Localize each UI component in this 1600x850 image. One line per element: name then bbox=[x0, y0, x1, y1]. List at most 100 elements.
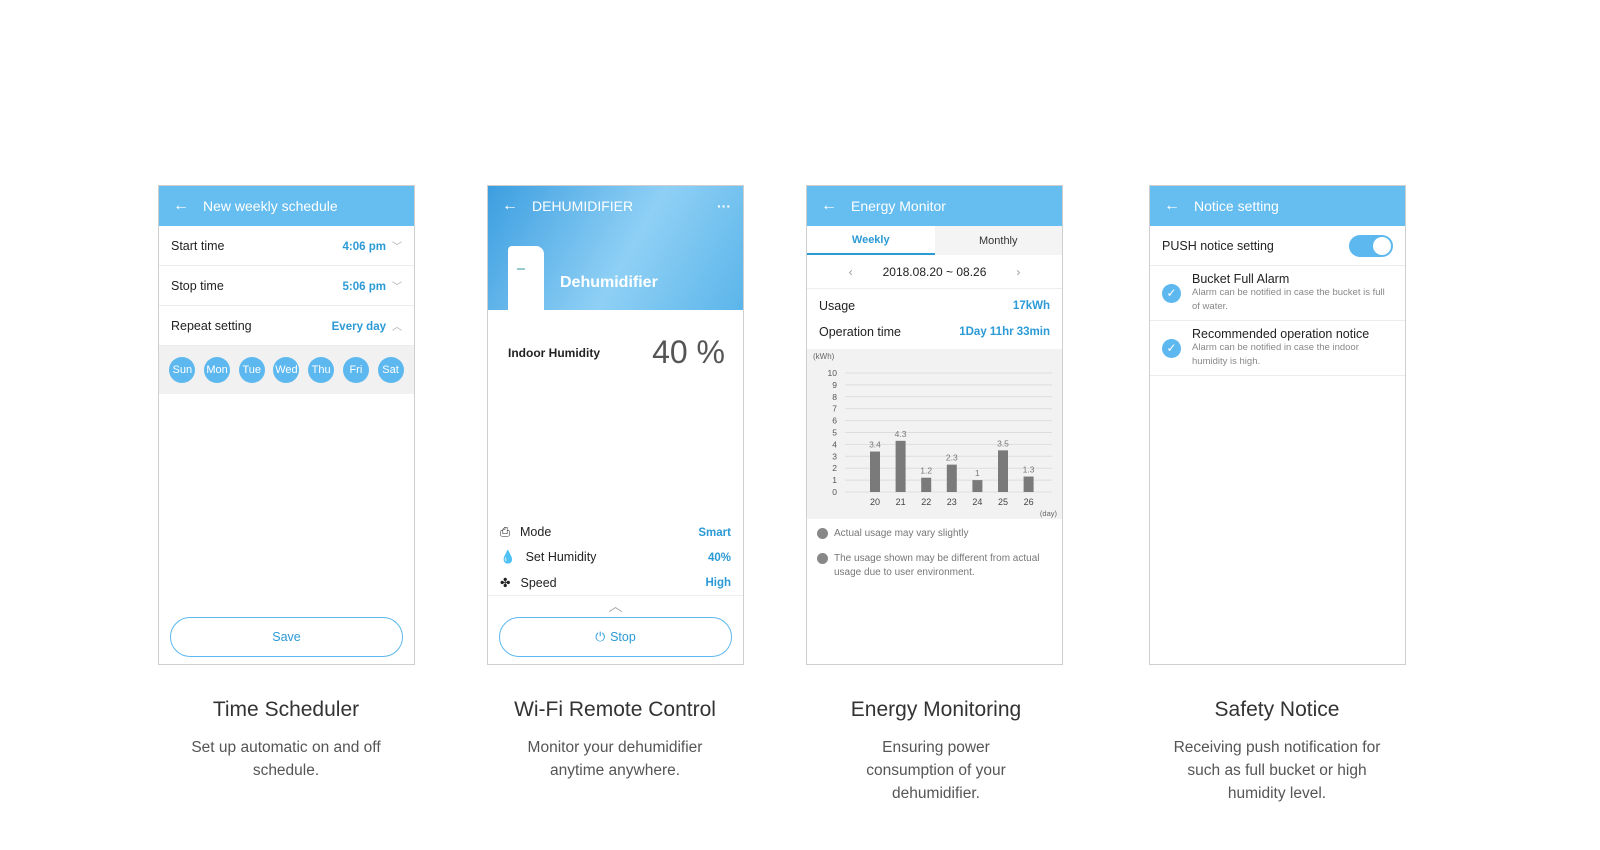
note-text: The usage shown may be different from ac… bbox=[834, 553, 1040, 578]
caption-desc: Set up automatic on and off schedule. bbox=[191, 739, 381, 779]
stop-button[interactable]: ⏻ Stop bbox=[499, 617, 732, 657]
expand-handle-icon[interactable]: ︿ bbox=[488, 595, 743, 616]
previous-week-icon[interactable]: ‹ bbox=[848, 264, 853, 279]
usage-row: Usage 17kWh bbox=[807, 293, 1062, 319]
scheduler-screen: ← New weekly schedule Start time 4:06 pm ﹀ … bbox=[158, 185, 415, 665]
set-humidity-row[interactable]: 💧 Set Humidity 40% bbox=[488, 545, 743, 570]
checkmark-icon[interactable]: ✓ bbox=[1162, 338, 1181, 358]
data-label: 2.3 bbox=[946, 453, 958, 463]
info-bubble-icon bbox=[817, 553, 828, 564]
chevron-down-icon: ﹀ bbox=[392, 282, 402, 293]
y-tick-label: 9 bbox=[832, 380, 837, 390]
checkmark-icon[interactable]: ✓ bbox=[1162, 283, 1181, 303]
bar-23 bbox=[946, 464, 957, 492]
x-tick-label: 22 bbox=[921, 497, 931, 507]
mode-row[interactable]: ⎙ Mode Smart bbox=[488, 520, 743, 545]
start-time-row[interactable]: Start time 4:06 pm ﹀ bbox=[159, 226, 414, 266]
row-label: Repeat setting bbox=[171, 318, 252, 333]
day-sun[interactable]: Sun bbox=[169, 357, 196, 383]
mode-icon: ⎙ bbox=[500, 525, 511, 539]
data-label: 4.3 bbox=[895, 429, 907, 439]
data-label: 1.2 bbox=[920, 466, 932, 476]
tab-monthly[interactable]: Monthly bbox=[978, 234, 1018, 247]
energy-screen: ← Energy Monitor Weekly Monthly ‹ 2018.08.2… bbox=[806, 185, 1063, 665]
bar-22 bbox=[921, 477, 932, 492]
y-tick-label: 10 bbox=[828, 368, 838, 378]
caption-safety-notice: Safety Notice Receiving push notification… bbox=[1127, 698, 1427, 805]
y-tick-label: 6 bbox=[832, 416, 837, 426]
back-arrow-icon[interactable]: ← bbox=[821, 197, 837, 214]
push-notice-row: PUSH notice setting bbox=[1150, 226, 1405, 266]
note-1: Actual usage may vary slightly bbox=[807, 527, 1062, 541]
y-tick-label: 2 bbox=[832, 463, 837, 473]
day-thu[interactable]: Thu bbox=[308, 357, 335, 383]
row-value: Smart bbox=[698, 526, 731, 539]
next-week-icon[interactable]: › bbox=[1016, 264, 1021, 279]
x-tick-label: 21 bbox=[896, 497, 906, 507]
y-tick-label: 4 bbox=[832, 439, 837, 449]
speed-row[interactable]: ✤ Speed High bbox=[488, 570, 743, 595]
operation-time-row: Operation time 1Day 11hr 33min bbox=[807, 319, 1062, 345]
caption-time-scheduler: Time Scheduler Set up automatic on and of… bbox=[136, 698, 436, 782]
y-axis-label: (kWh) bbox=[813, 352, 835, 361]
info-bubble-icon bbox=[817, 528, 828, 539]
screen-title: Notice setting bbox=[1194, 198, 1279, 214]
bar-24 bbox=[972, 480, 983, 492]
recommended-operation-item[interactable]: ✓ Recommended operation notice Alarm can b… bbox=[1150, 321, 1405, 376]
more-options-icon[interactable]: ··· bbox=[717, 198, 731, 214]
day-selector: Sun Mon Tue Wed Thu Fri Sat bbox=[159, 346, 414, 394]
row-value: 5:06 pm bbox=[342, 281, 386, 293]
row-label: Set Humidity bbox=[525, 550, 597, 564]
date-range: 2018.08.20 ~ 08.26 bbox=[882, 264, 987, 279]
x-axis-label: (day) bbox=[1040, 509, 1058, 518]
row-label: Mode bbox=[520, 525, 552, 539]
back-arrow-icon[interactable]: ← bbox=[173, 197, 189, 214]
bar-20 bbox=[870, 451, 880, 492]
y-tick-label: 8 bbox=[832, 392, 837, 402]
caption-desc: Monitor your dehumidifier anytime anywhe… bbox=[527, 739, 703, 779]
back-arrow-icon[interactable]: ← bbox=[502, 197, 518, 214]
caption-title: Time Scheduler bbox=[212, 698, 360, 721]
day-sat[interactable]: Sat bbox=[377, 357, 404, 383]
data-label: 1 bbox=[975, 468, 980, 478]
bar-26 bbox=[1023, 476, 1034, 492]
bucket-full-alarm-item[interactable]: ✓ Bucket Full Alarm Alarm can be notified … bbox=[1150, 266, 1405, 321]
caption-title: Safety Notice bbox=[1214, 698, 1340, 721]
row-value: High bbox=[705, 576, 731, 589]
back-arrow-icon[interactable]: ← bbox=[1164, 197, 1180, 214]
day-wed[interactable]: Wed bbox=[273, 357, 300, 383]
day-mon[interactable]: Mon bbox=[204, 357, 231, 383]
device-hero: ← DEHUMIDIFIER ··· Dehumidifier bbox=[488, 186, 743, 310]
repeat-setting-row[interactable]: Repeat setting Every day ︿ bbox=[159, 306, 414, 346]
humidity-drop-icon: 💧 bbox=[500, 550, 516, 564]
day-tue[interactable]: Tue bbox=[238, 357, 265, 383]
stop-time-row[interactable]: Stop time 5:06 pm ﹀ bbox=[159, 266, 414, 306]
y-tick-label: 3 bbox=[832, 451, 837, 461]
item-desc: Alarm can be notified in case the indoor… bbox=[1192, 342, 1359, 367]
save-button[interactable]: Save bbox=[170, 617, 403, 657]
push-label: PUSH notice setting bbox=[1162, 238, 1274, 253]
day-fri[interactable]: Fri bbox=[342, 357, 369, 383]
bar-25 bbox=[998, 450, 1008, 492]
tab-weekly[interactable]: Weekly bbox=[807, 226, 935, 255]
bar-21 bbox=[895, 440, 906, 492]
fan-icon: ✤ bbox=[500, 576, 511, 590]
y-tick-label: 0 bbox=[832, 487, 837, 497]
operation-time-label: Operation time bbox=[819, 325, 901, 339]
data-label: 3.4 bbox=[869, 440, 881, 450]
usage-bar-chart: (kWh)0123456789103.4204.3211.2222.323124… bbox=[807, 349, 1062, 519]
indoor-humidity-value: 40 bbox=[652, 334, 688, 370]
x-tick-label: 24 bbox=[972, 497, 982, 507]
row-label: Start time bbox=[171, 238, 225, 253]
period-tabs: Weekly Monthly bbox=[807, 226, 1062, 255]
notice-screen: ← Notice setting PUSH notice setting ✓ Buc… bbox=[1149, 185, 1406, 665]
row-value: 4:06 pm bbox=[342, 241, 386, 253]
caption-title: Energy Monitoring bbox=[850, 698, 1022, 721]
row-value: Every day bbox=[331, 321, 386, 333]
caption-title: Wi-Fi Remote Control bbox=[514, 698, 716, 721]
push-toggle[interactable] bbox=[1349, 234, 1393, 257]
remote-screen: ← DEHUMIDIFIER ··· Dehumidifier Indoor Hum… bbox=[487, 185, 744, 665]
stop-label: Stop bbox=[610, 630, 636, 644]
y-tick-label: 1 bbox=[832, 475, 837, 485]
screen-title: Energy Monitor bbox=[851, 198, 946, 214]
